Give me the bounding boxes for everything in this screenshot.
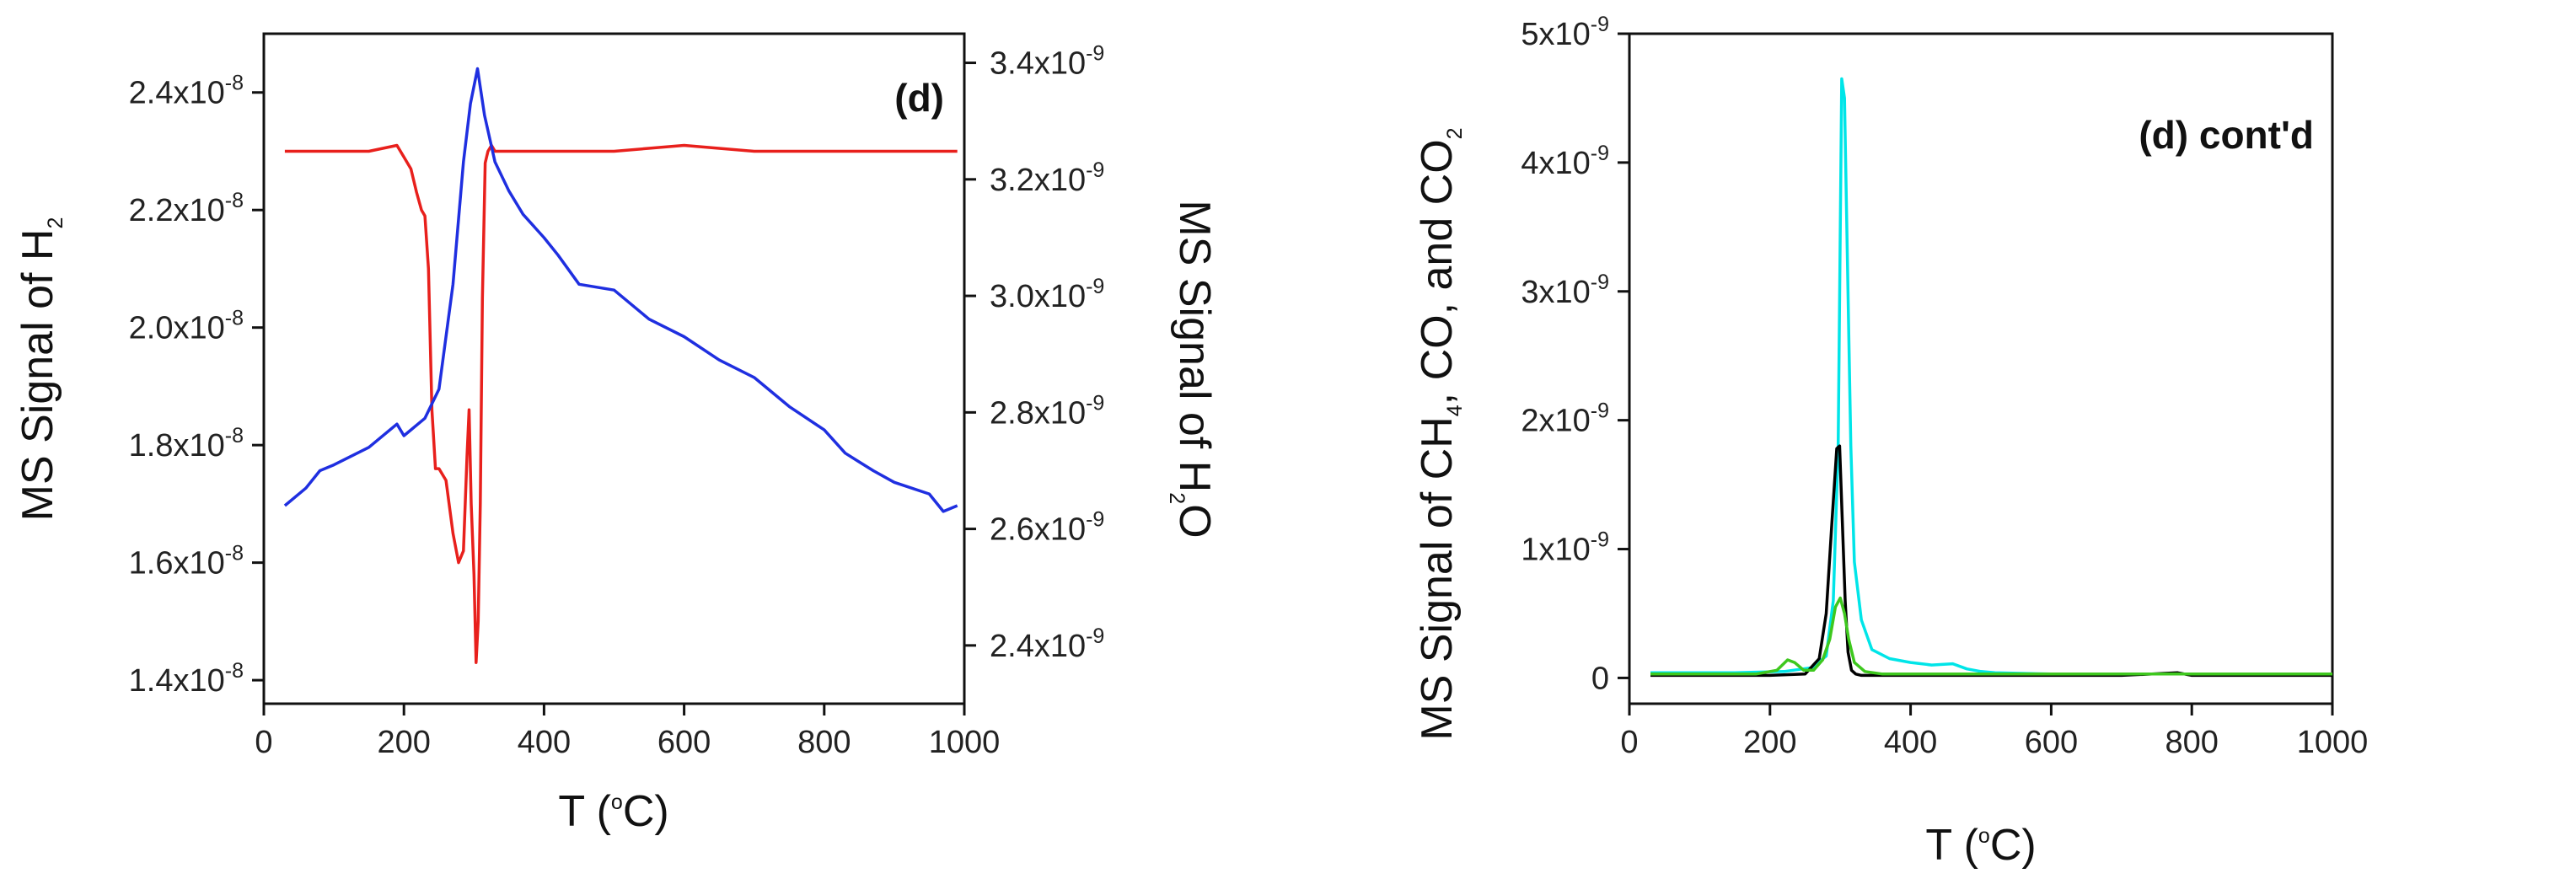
y-tick-label: 2.2x10-8 xyxy=(129,189,244,228)
x-tick-label: 200 xyxy=(1743,725,1796,760)
y-tick-label: 2.0x10-8 xyxy=(129,307,244,346)
y-ticks-right-panel: 0 1x10-9 2x10-9 3x10-9 4x10-9 5x10-9 xyxy=(1521,13,1629,696)
panel-label-left: (d) xyxy=(894,76,944,120)
x-tick-label: 1000 xyxy=(2297,725,2369,760)
panel-label-right: (d) cont'd xyxy=(2139,113,2314,157)
y-right-tick-label: 2.4x10-9 xyxy=(990,624,1104,664)
y-right-tick-label: 2.8x10-9 xyxy=(990,391,1104,431)
series-line-h2 xyxy=(284,143,958,664)
x-tick-label: 0 xyxy=(255,725,272,760)
y-tick-label: 0 xyxy=(1591,661,1609,696)
plot-frame-right xyxy=(1628,32,2334,705)
chart-right: 0 200 400 600 800 1000 0 1x10-9 2x10-9 3x10-9 4x1… xyxy=(1413,13,2368,870)
x-tick-label: 800 xyxy=(797,725,851,760)
x-tick-label: 800 xyxy=(2165,725,2218,760)
y-right-tick-label: 3.0x10-9 xyxy=(990,275,1104,314)
x-ticks-left: 0 200 400 600 800 1000 xyxy=(255,704,1000,760)
chart-left: 0 200 400 600 800 1000 1.4x10-8 1.6x10-8 1.8x10… xyxy=(13,32,1219,836)
y-axis-label-left: MS Signal of H2 xyxy=(13,217,67,522)
y-tick-label: 4x10-9 xyxy=(1521,142,1609,181)
x-tick-label: 400 xyxy=(518,725,571,760)
series-right xyxy=(1650,77,2332,678)
x-tick-label: 600 xyxy=(657,725,711,760)
y-tick-label: 3x10-9 xyxy=(1521,271,1609,310)
x-tick-label: 1000 xyxy=(929,725,1001,760)
y-tick-label: 1.6x10-8 xyxy=(129,542,244,581)
series-line-black xyxy=(1650,444,2332,678)
y-axis-label-right-panel: MS Signal of CH4, CO, and CO2 xyxy=(1413,127,1467,740)
series-line-h2o xyxy=(283,67,958,513)
series-line-cyan xyxy=(1650,77,2332,676)
y-right-tick-label: 3.2x10-9 xyxy=(990,158,1104,198)
plot-frame-left xyxy=(262,32,966,705)
y-tick-label: 1.8x10-8 xyxy=(129,424,244,464)
x-ticks-right: 0 200 400 600 800 1000 xyxy=(1620,704,2368,760)
x-tick-label: 600 xyxy=(2025,725,2078,760)
series-line-green xyxy=(1650,596,2332,676)
y-axis-label-right: MS Signal of H2O xyxy=(1165,200,1219,538)
y-right-tick-label: 2.6x10-9 xyxy=(990,508,1104,548)
y-tick-label: 5x10-9 xyxy=(1521,13,1609,52)
y-right-tick-label: 3.4x10-9 xyxy=(990,42,1104,82)
x-tick-label: 0 xyxy=(1620,725,1638,760)
y-tick-label: 1x10-9 xyxy=(1521,528,1609,568)
y-ticks-left-axis: 1.4x10-8 1.6x10-8 1.8x10-8 2.0x10-8 2.2x10-8… xyxy=(129,72,264,699)
x-axis-label-right: T (oC) xyxy=(1925,821,2036,870)
y-tick-label: 2.4x10-8 xyxy=(129,72,244,111)
y-tick-label: 2x10-9 xyxy=(1521,399,1609,439)
x-axis-label-left: T (oC) xyxy=(558,787,668,836)
y-ticks-right-axis: 2.4x10-9 2.6x10-9 2.8x10-9 3.0x10-9 3.2x10-9… xyxy=(964,42,1104,664)
x-tick-label: 200 xyxy=(377,725,430,760)
x-tick-label: 400 xyxy=(1884,725,1937,760)
series-left xyxy=(283,67,958,664)
y-tick-label: 1.4x10-8 xyxy=(129,659,244,699)
